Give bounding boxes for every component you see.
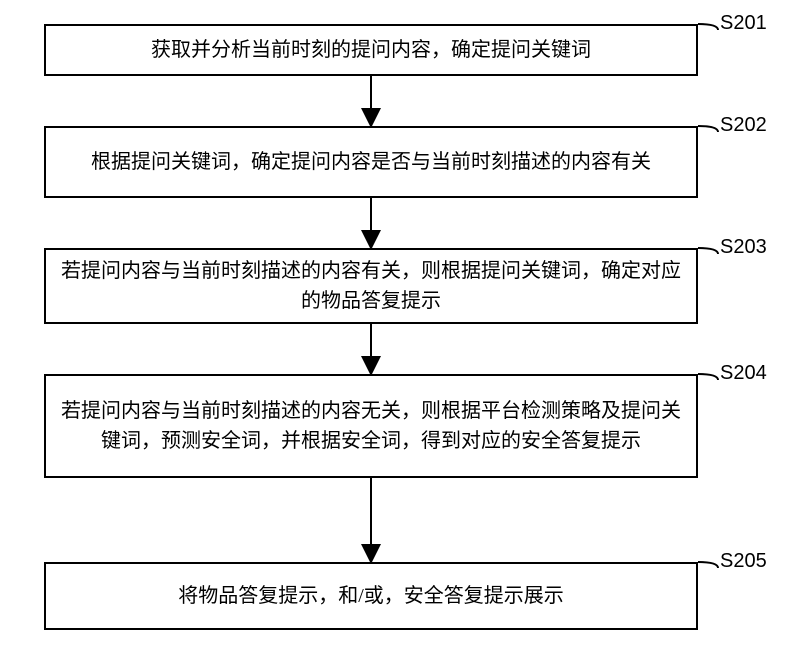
step-label-text: S201 [720, 12, 767, 34]
flow-node-n2: 根据提问关键词，确定提问内容是否与当前时刻描述的内容有关 [44, 126, 698, 198]
step-label-l2: S202 [720, 114, 767, 137]
step-label-l3: S203 [720, 236, 767, 259]
flowchart-canvas: 获取并分析当前时刻的提问内容，确定提问关键词根据提问关键词，确定提问内容是否与当… [0, 0, 789, 672]
flow-node-n1: 获取并分析当前时刻的提问内容，确定提问关键词 [44, 24, 698, 76]
flow-node-n5: 将物品答复提示，和/或，安全答复提示展示 [44, 562, 698, 630]
step-label-text: S202 [720, 114, 767, 136]
step-label-l5: S205 [720, 550, 767, 573]
step-label-text: S205 [720, 550, 767, 572]
step-label-text: S203 [720, 236, 767, 258]
flow-node-text: 将物品答复提示，和/或，安全答复提示展示 [178, 581, 564, 611]
flow-node-n4: 若提问内容与当前时刻描述的内容无关，则根据平台检测策略及提问关键词，预测安全词，… [44, 374, 698, 478]
flow-node-text: 获取并分析当前时刻的提问内容，确定提问关键词 [151, 35, 591, 65]
step-label-text: S204 [720, 362, 767, 384]
flow-node-text: 若提问内容与当前时刻描述的内容无关，则根据平台检测策略及提问关键词，预测安全词，… [60, 396, 682, 456]
step-label-l1: S201 [720, 12, 767, 35]
flow-node-n3: 若提问内容与当前时刻描述的内容有关，则根据提问关键词，确定对应的物品答复提示 [44, 248, 698, 324]
flow-node-text: 根据提问关键词，确定提问内容是否与当前时刻描述的内容有关 [91, 147, 651, 177]
step-label-l4: S204 [720, 362, 767, 385]
flow-node-text: 若提问内容与当前时刻描述的内容有关，则根据提问关键词，确定对应的物品答复提示 [60, 256, 682, 316]
